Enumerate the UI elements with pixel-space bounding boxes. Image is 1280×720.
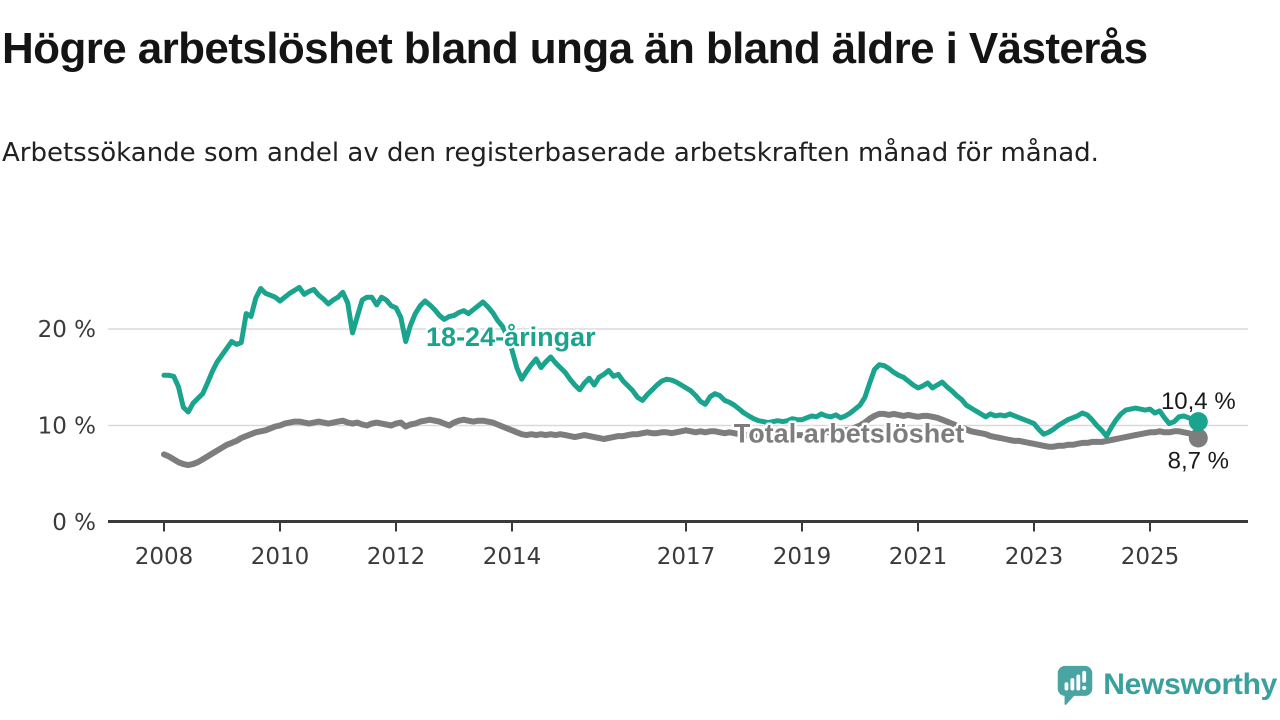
end-dot-total bbox=[1188, 428, 1208, 448]
series-label-youth: 18-24-åringar bbox=[426, 322, 596, 352]
x-axis-label-2012: 2012 bbox=[367, 544, 426, 570]
series-line-youth bbox=[161, 285, 1201, 439]
x-axis-label-2019: 2019 bbox=[773, 544, 832, 570]
chart-subtitle: Arbetssökande som andel av den registerb… bbox=[2, 138, 1099, 168]
x-axis-label-2014: 2014 bbox=[483, 544, 542, 570]
end-value-label-youth: 10,4 % bbox=[1161, 388, 1236, 415]
newsworthy-logo-text: Newsworthy bbox=[1103, 668, 1277, 701]
y-axis-label-20: 20 % bbox=[38, 317, 96, 343]
x-axis-label-2023: 2023 bbox=[1005, 544, 1064, 570]
x-axis-label-2021: 2021 bbox=[889, 544, 948, 570]
end-value-label-total: 8,7 % bbox=[1168, 447, 1229, 474]
newsworthy-logo: Newsworthy bbox=[1055, 663, 1277, 707]
newsworthy-logo-icon bbox=[1058, 665, 1093, 705]
y-axis-label-0: 0 % bbox=[52, 510, 96, 536]
x-axis-label-2010: 2010 bbox=[251, 544, 310, 570]
x-axis-label-2008: 2008 bbox=[135, 544, 194, 570]
y-axis-label-10: 10 % bbox=[38, 414, 96, 440]
series-line-total bbox=[161, 410, 1202, 469]
x-axis-label-2025: 2025 bbox=[1121, 544, 1180, 570]
end-dot-youth bbox=[1188, 412, 1208, 432]
x-axis-label-2017: 2017 bbox=[657, 544, 716, 570]
chart-title: Högre arbetslöshet bland unga än bland ä… bbox=[2, 24, 1148, 73]
series-label-total: Total arbetslöshet bbox=[734, 419, 965, 449]
